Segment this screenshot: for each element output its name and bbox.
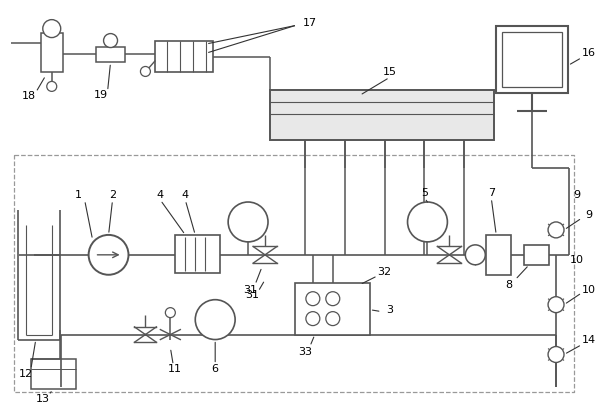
Text: 9: 9 bbox=[573, 190, 580, 200]
Bar bbox=[502, 32, 562, 88]
Text: 31: 31 bbox=[245, 290, 259, 300]
Text: 11: 11 bbox=[168, 365, 182, 374]
Bar bbox=[96, 46, 125, 62]
Circle shape bbox=[306, 292, 320, 306]
Text: 5: 5 bbox=[421, 188, 428, 198]
Circle shape bbox=[548, 346, 564, 363]
Bar bbox=[524, 245, 549, 265]
Text: 3: 3 bbox=[386, 305, 393, 315]
Text: 9: 9 bbox=[586, 210, 592, 220]
Text: 10: 10 bbox=[570, 255, 584, 265]
Text: 8: 8 bbox=[506, 280, 513, 290]
Circle shape bbox=[548, 222, 564, 238]
Circle shape bbox=[165, 308, 176, 318]
Bar bbox=[155, 41, 213, 72]
Circle shape bbox=[326, 312, 340, 326]
Circle shape bbox=[408, 202, 447, 242]
Text: 31: 31 bbox=[243, 285, 257, 295]
Bar bbox=[487, 235, 511, 275]
Circle shape bbox=[548, 297, 564, 313]
Circle shape bbox=[326, 292, 340, 306]
Circle shape bbox=[103, 34, 118, 48]
Text: 32: 32 bbox=[377, 267, 392, 277]
Circle shape bbox=[88, 235, 128, 275]
Bar bbox=[295, 283, 370, 335]
Circle shape bbox=[228, 202, 268, 242]
Circle shape bbox=[47, 81, 57, 91]
Bar bbox=[41, 32, 63, 72]
Bar bbox=[176, 235, 220, 273]
Text: 10: 10 bbox=[582, 285, 596, 295]
Circle shape bbox=[465, 245, 485, 265]
Text: 14: 14 bbox=[582, 335, 596, 344]
Bar bbox=[496, 25, 568, 93]
Text: 13: 13 bbox=[36, 394, 50, 404]
Circle shape bbox=[306, 312, 320, 326]
Circle shape bbox=[140, 67, 150, 76]
Text: 33: 33 bbox=[298, 346, 312, 356]
Text: 6: 6 bbox=[212, 365, 219, 374]
Bar bbox=[31, 360, 76, 389]
Text: 7: 7 bbox=[488, 188, 495, 198]
Circle shape bbox=[195, 300, 235, 339]
Text: 16: 16 bbox=[582, 48, 596, 58]
Text: 2: 2 bbox=[109, 190, 116, 200]
Text: 1: 1 bbox=[75, 190, 82, 200]
Text: 4: 4 bbox=[157, 190, 164, 200]
Text: 15: 15 bbox=[383, 67, 396, 77]
Bar bbox=[270, 90, 494, 140]
Text: 4: 4 bbox=[181, 190, 189, 200]
Text: 12: 12 bbox=[19, 369, 33, 379]
Text: 17: 17 bbox=[303, 18, 317, 28]
Text: 19: 19 bbox=[94, 90, 107, 100]
Text: 18: 18 bbox=[21, 91, 36, 102]
Circle shape bbox=[43, 20, 61, 37]
